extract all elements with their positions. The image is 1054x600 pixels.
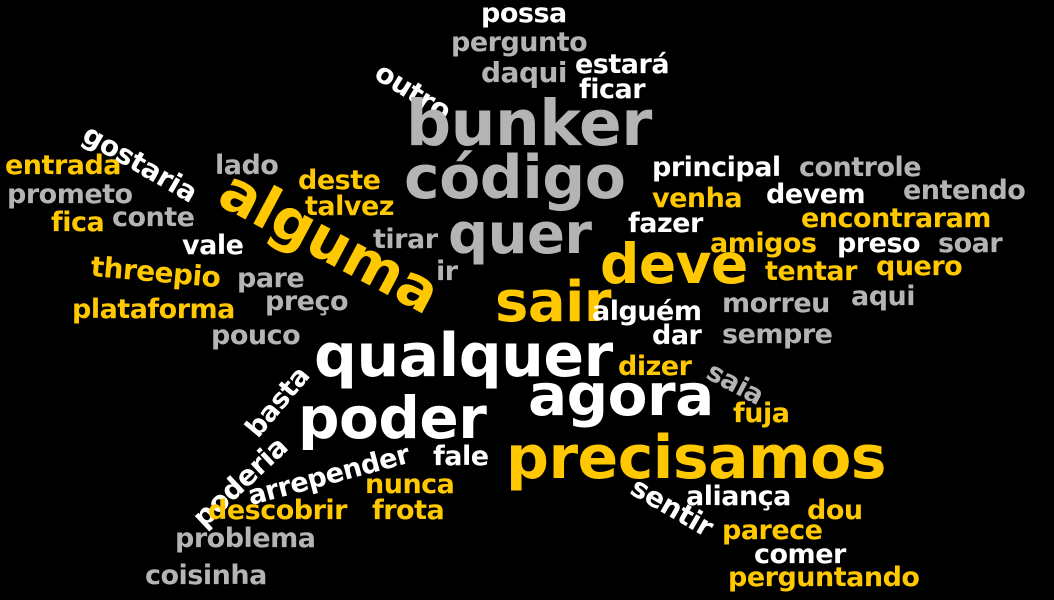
word-entendo: entendo xyxy=(903,175,1026,206)
word-precisamos: precisamos xyxy=(506,423,887,493)
word-comer: comer xyxy=(754,539,846,570)
word-fuja: fuja xyxy=(733,398,790,429)
word-tentar: tentar xyxy=(765,256,857,287)
word-ficar: ficar xyxy=(579,74,646,105)
word-morreu: morreu xyxy=(722,288,830,319)
word-deve: deve xyxy=(600,232,748,296)
word-sempre: sempre xyxy=(722,319,833,350)
word-alguem: alguém xyxy=(592,296,702,327)
word-alianca: aliança xyxy=(686,481,791,512)
word-preso: preso xyxy=(837,228,921,259)
word-frota: frota xyxy=(372,495,445,526)
word-quero: quero xyxy=(876,251,963,282)
word-quer: quer xyxy=(448,202,592,267)
word-controle: controle xyxy=(799,152,922,183)
word-codigo: código xyxy=(404,143,626,213)
word-dizer: dizer xyxy=(618,351,692,382)
word-threepio: threepio xyxy=(89,250,222,295)
word-bunker: bunker xyxy=(406,87,652,160)
word-encontraram: encontraram xyxy=(801,203,991,234)
word-vale: vale xyxy=(182,230,244,261)
word-fale: fale xyxy=(433,441,489,472)
word-nunca: nunca xyxy=(365,469,455,500)
word-perguntando: perguntando xyxy=(728,562,920,593)
word-fica: fica xyxy=(51,207,105,238)
word-soar: soar xyxy=(938,228,1003,259)
word-tirar: tirar xyxy=(373,224,438,255)
word-aqui: aqui xyxy=(851,281,916,312)
word-dar: dar xyxy=(652,320,702,351)
word-pare: pare xyxy=(237,263,305,294)
word-coisinha: coisinha xyxy=(145,560,267,591)
word-pouco: pouco xyxy=(211,320,301,351)
word-prometo: prometo xyxy=(7,179,133,210)
word-talvez: talvez xyxy=(305,191,395,222)
word-sair: sair xyxy=(495,270,611,335)
word-principal: principal xyxy=(652,152,781,183)
word-ir: ir xyxy=(436,256,458,287)
word-descobrir: descobrir xyxy=(208,495,347,526)
word-lado: lado xyxy=(215,150,279,181)
word-qualquer: qualquer xyxy=(314,321,613,391)
word-poder: poder xyxy=(298,384,487,452)
word-daqui: daqui xyxy=(481,56,568,89)
word-devem: devem xyxy=(766,179,866,210)
word-agora: agora xyxy=(528,361,714,429)
word-problema: problema xyxy=(175,523,316,554)
word-preco: preço xyxy=(265,286,349,317)
word-estara: estará xyxy=(575,49,670,80)
word-venha: venha xyxy=(652,183,743,214)
word-deste: deste xyxy=(298,165,381,196)
word-parece: parece xyxy=(722,515,823,546)
word-dou: dou xyxy=(807,495,863,526)
word-amigos: amigos xyxy=(710,228,817,259)
word-conte: conte xyxy=(112,202,195,233)
word-entrada: entrada xyxy=(5,150,122,181)
word-pergunto: pergunto xyxy=(451,27,588,58)
word-fazer: fazer xyxy=(628,208,703,239)
word-possa: possa xyxy=(481,0,567,29)
word-plataforma: plataforma xyxy=(72,294,235,325)
